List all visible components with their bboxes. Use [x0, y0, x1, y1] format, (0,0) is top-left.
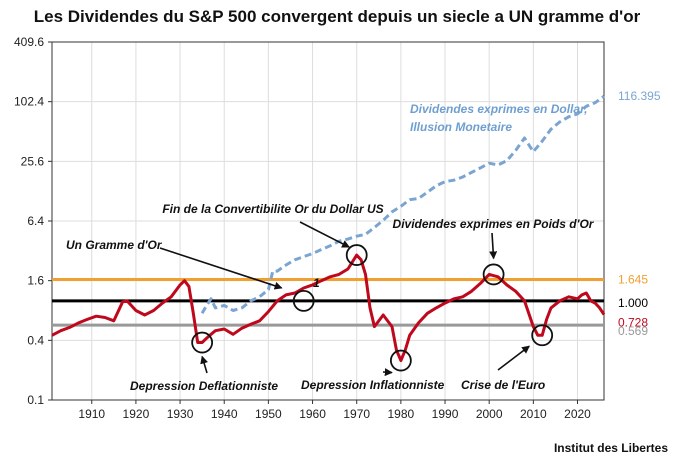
circle-marker [531, 324, 554, 347]
end-labels: 1.645 1.000 0.569 116.395 0.728 [618, 89, 661, 338]
x-tick-label: 2020 [564, 407, 591, 421]
annotation-arrow [382, 368, 393, 377]
series-line-gold [51, 253, 606, 363]
annotation-fin-convertibilite: Fin de la Convertibilite Or du Dollar US [162, 202, 383, 216]
x-tick-label: 1940 [211, 407, 238, 421]
circled-points [191, 244, 554, 372]
annotation-arrow [489, 232, 498, 260]
chart-title: Les Dividendes du S&P 500 convergent dep… [34, 7, 641, 26]
x-tick-label: 1960 [299, 407, 326, 421]
gridlines [52, 41, 604, 401]
x-tick-label: 2000 [476, 407, 503, 421]
y-tick-label: 0.1 [27, 393, 44, 407]
annotation-depression-inflationniste: Depression Inflationniste [301, 378, 445, 392]
annotation-arrow [497, 345, 530, 371]
y-tick-label: 6.4 [27, 214, 44, 228]
circle-marker [191, 331, 214, 354]
series-end-label: 0.728 [618, 316, 648, 330]
circle-marker [345, 244, 368, 266]
x-tick-label: 1930 [167, 407, 194, 421]
annotation-arrow [299, 221, 351, 248]
y-tick-label: 0.4 [27, 333, 44, 347]
x-tick-label: 1910 [78, 407, 105, 421]
annotation-depression-deflationniste: Depression Deflationniste [130, 379, 278, 393]
reference-line-label: 1.645 [618, 272, 648, 286]
annotation-arrows [159, 221, 530, 377]
annotation-crise-euro: Crise de l'Euro [461, 378, 545, 392]
annotation-arrow [200, 355, 208, 374]
x-tick-label: 2010 [520, 407, 547, 421]
reference-line-label: 0.569 [618, 324, 648, 338]
x-tick-label: 1990 [432, 407, 459, 421]
y-tick-label: 409.6 [14, 35, 44, 49]
x-tick-label: 1920 [123, 407, 150, 421]
dollar-series-label-line2: Illusion Monetaire [410, 120, 512, 134]
annotation-un-gramme: Un Gramme d'Or [66, 238, 163, 252]
reference-lines [52, 277, 604, 327]
annotations: Fin de la Convertibilite Or du Dollar US… [66, 102, 595, 393]
series-line-dollar [200, 94, 605, 315]
annotation-poids-or: Dividendes exprimes en Poids d'Or [393, 217, 595, 231]
circle-marker [482, 263, 505, 286]
source-label: Institut des Libertes [554, 441, 668, 455]
y-tick-label: 25.6 [21, 154, 45, 168]
x-axis: 1910 1920 1930 1940 1950 1960 1970 1980 1990 2000… [78, 400, 591, 421]
circle-marker [292, 289, 315, 312]
dollar-series-label: Dividendes exprimes en Dollar, [410, 102, 587, 116]
series-end-label: 116.395 [618, 89, 661, 103]
annotation-arrow [159, 247, 283, 290]
x-tick-label: 1950 [255, 407, 282, 421]
x-tick-label: 1980 [388, 407, 415, 421]
y-axis: 0.1 0.4 1.6 6.4 25.6 102.4 409.6 [14, 35, 52, 407]
circle-marker [389, 349, 412, 372]
x-tick-label: 1970 [343, 407, 370, 421]
inline-one-label: 1 [313, 276, 320, 290]
y-tick-label: 1.6 [27, 274, 44, 288]
y-tick-label: 102.4 [14, 95, 44, 109]
reference-line-label: 1.000 [618, 296, 648, 310]
